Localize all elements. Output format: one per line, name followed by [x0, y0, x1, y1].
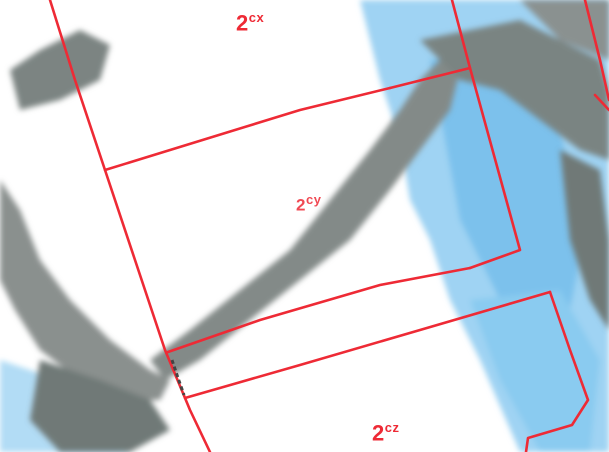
parcel-boundaries: [48, 0, 609, 452]
road-boundary-line: [48, 0, 212, 452]
parcel-label-2cy: 2cy: [296, 192, 321, 216]
parcel-line-top: [103, 86, 392, 172]
parcel-number: 2: [296, 195, 306, 215]
parcel-number: 2: [372, 420, 385, 446]
dashed-boundary-segment: [170, 359, 186, 396]
parcel-number: 2: [236, 10, 249, 36]
parcel-label-2cz: 2cz: [372, 420, 399, 446]
parcel-suffix: cz: [384, 420, 400, 435]
parcel-line-middle: [166, 266, 472, 354]
parcel-line-lower: [183, 290, 552, 400]
parcel-suffix: cy: [305, 192, 322, 207]
parcel-label-2cx: 2cx: [236, 10, 264, 36]
parcel-suffix: cx: [248, 10, 265, 25]
